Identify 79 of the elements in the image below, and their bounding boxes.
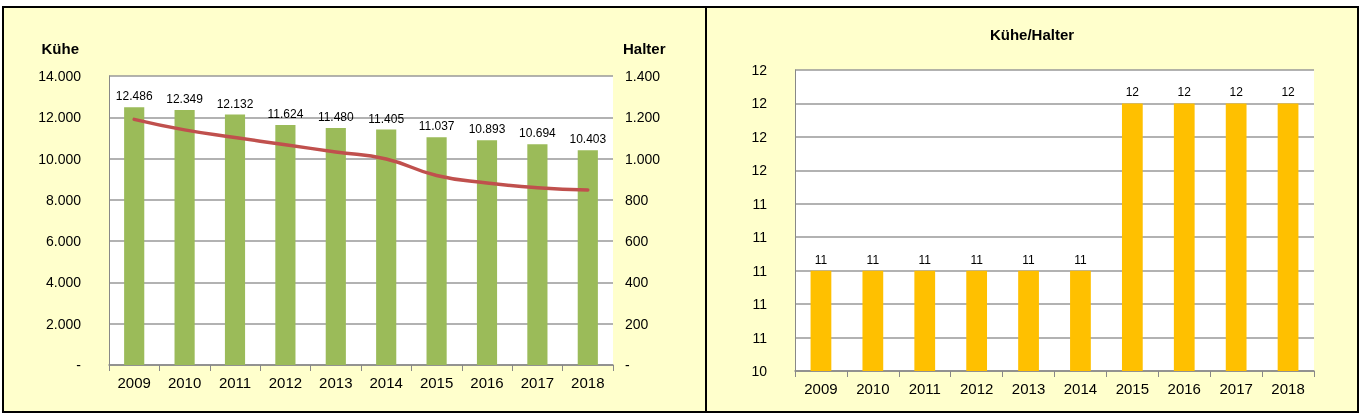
y-tick-label: 11 [752,229,768,246]
bar [577,150,598,365]
x-tick-label: 2013 [319,374,353,391]
chart-title: Kühe/Halter [989,26,1075,43]
x-tick-label: 2014 [369,374,403,391]
data-label: 12 [1125,85,1140,100]
data-label: 11 [866,252,880,267]
data-label: 12 [1177,85,1192,100]
data-label: 12.349 [166,92,204,107]
y2-tick-label: 200 [625,315,649,332]
data-label: 12 [1281,85,1296,100]
bar [376,129,397,365]
y2-axis-title: Halter [623,40,666,57]
data-label: 11 [970,252,984,267]
data-label: 12.132 [216,96,254,111]
x-tick-label: 2012 [268,374,303,391]
y2-tick-label: 800 [625,191,649,208]
y-tick-label: 10.000 [38,150,82,167]
bar [124,107,145,365]
x-tick-label: 2009 [117,374,151,391]
bar [476,140,498,365]
x-tick-label: 2011 [908,380,941,397]
y-tick-label: 11 [752,296,768,313]
bar [174,110,195,365]
y-tick-label: 11 [752,329,768,346]
y-tick-label: 6.000 [45,233,82,250]
data-label: 10.403 [569,132,607,147]
y-tick-label: 10 [751,363,768,379]
x-tick-label: 2012 [959,380,994,397]
y2-tick-label: 1.000 [625,150,661,167]
y-tick-label: 12 [751,95,768,112]
x-tick-label: 2017 [520,374,555,391]
x-tick-label: 2018 [1271,380,1305,397]
y-tick-label: 12 [751,128,768,145]
y2-tick-label: 600 [625,233,649,250]
y2-tick-label: 400 [625,274,649,291]
y-tick-label: 12.000 [38,109,82,126]
x-tick-label: 2015 [419,374,454,391]
y-tick-label: 12 [751,162,768,179]
bar [224,114,246,365]
data-label: 11 [1022,252,1036,267]
x-tick-label: 2015 [1115,380,1150,397]
y-axis-title: Kühe [41,40,79,57]
data-label: 11 [1074,252,1087,267]
data-label: 10.893 [468,122,506,137]
bar [325,128,346,365]
y-tick-label: 12 [751,62,768,78]
y2-tick-label: - [625,357,630,373]
data-label: 12 [1229,85,1244,100]
x-tick-label: 2013 [1011,380,1046,397]
x-tick-label: 2009 [804,380,838,397]
data-label: 11.037 [418,119,455,134]
x-tick-label: 2010 [856,380,890,397]
y2-tick-label: 1.400 [625,68,661,84]
data-label: 11.480 [317,110,355,125]
data-label: 11.624 [267,107,304,122]
x-tick-label: 2010 [167,374,202,391]
data-label: 11 [814,252,828,267]
y-tick-label: 11 [752,195,768,212]
x-tick-label: 2018 [571,374,605,391]
data-label: 11.405 [368,111,405,126]
data-label: 12.486 [115,89,153,104]
data-label: 11 [918,252,932,267]
x-tick-label: 2014 [1063,380,1098,397]
x-tick-label: 2016 [1167,380,1201,397]
y-tick-label: 11 [752,262,768,279]
x-tick-label: 2017 [1219,380,1253,397]
bar [275,125,296,365]
data-label: 10.694 [519,126,557,141]
y-tick-label: - [76,357,82,373]
bar [527,144,548,365]
y-tick-label: 14.000 [38,68,82,84]
bar [426,137,447,365]
y-tick-label: 4.000 [45,274,82,291]
x-tick-label: 2016 [470,374,504,391]
y2-tick-label: 1.200 [625,109,661,126]
x-tick-label: 2011 [218,374,252,391]
y-tick-label: 2.000 [45,315,82,332]
y-tick-label: 8.000 [45,191,82,208]
